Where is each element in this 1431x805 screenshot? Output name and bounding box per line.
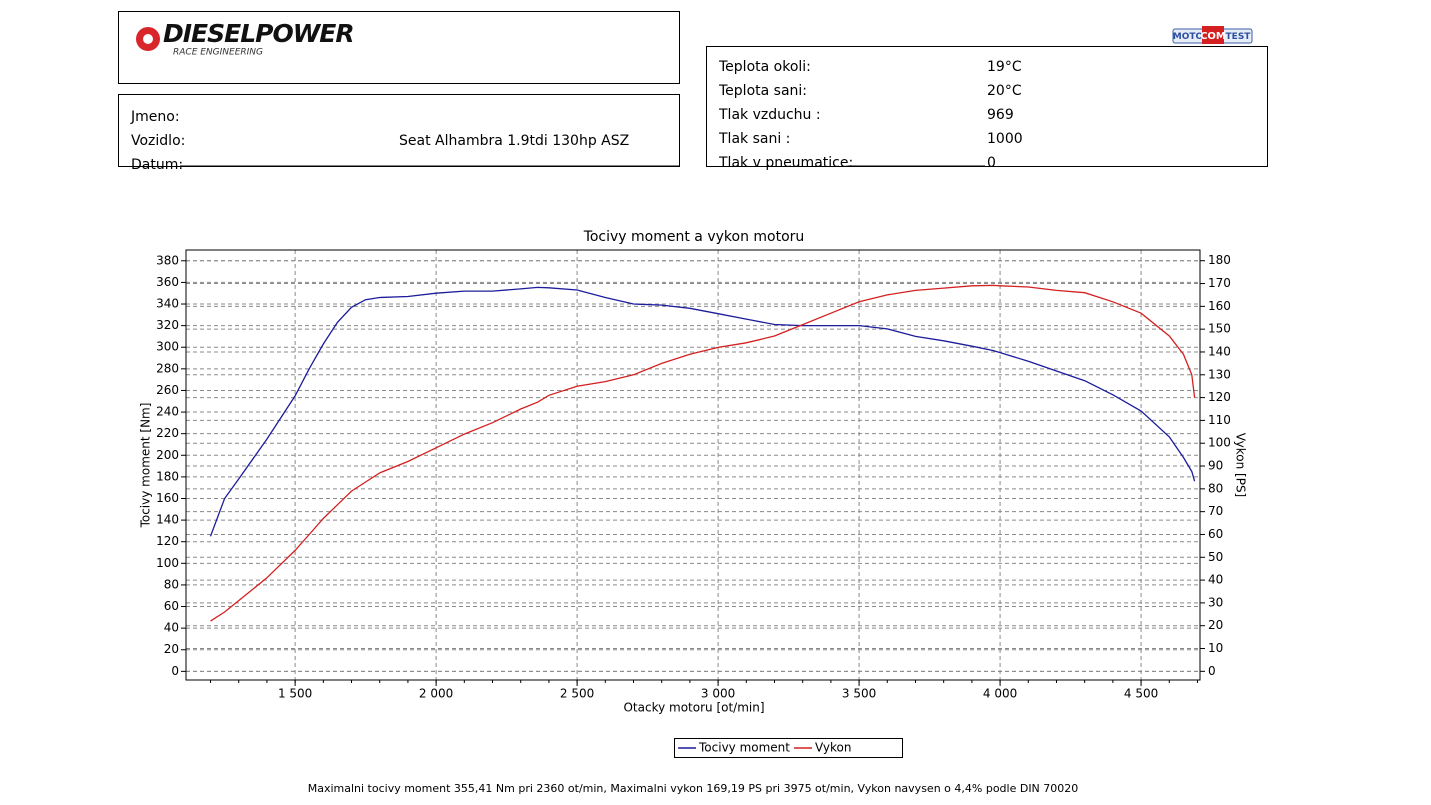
- info-value: Seat Alhambra 1.9tdi 130hp ASZ: [399, 133, 629, 149]
- y-tick-label: 0: [171, 664, 179, 678]
- y-tick-label: 120: [156, 534, 179, 548]
- brand-part: COM: [1200, 31, 1226, 42]
- chart: Tocivy moment a vykon motoru020406080100…: [139, 229, 1248, 795]
- y2-tick-label: 160: [1208, 299, 1231, 313]
- x-tick-label: 2 500: [560, 687, 594, 701]
- y-tick-label: 160: [156, 491, 179, 505]
- y-tick-label: 300: [156, 340, 179, 354]
- info-value: 19°C: [987, 59, 1022, 75]
- legend-box: [674, 738, 903, 758]
- y2-axis-label: Vykon [PS]: [1234, 433, 1248, 498]
- info-label: Datum:: [131, 157, 183, 173]
- info-label: Tlak sani :: [718, 131, 790, 147]
- y-axis-label: Tocivy moment [Nm]: [139, 403, 153, 529]
- x-tick-label: 3 000: [701, 687, 735, 701]
- y2-tick-label: 110: [1208, 413, 1231, 427]
- legend-label: Vykon: [815, 741, 851, 755]
- y2-tick-label: 60: [1208, 527, 1223, 541]
- info-value: 20°C: [987, 83, 1022, 99]
- x-tick-label: 4 000: [983, 687, 1017, 701]
- series-line: [209, 286, 1196, 537]
- info-rows: Jmeno: Vozidlo: Seat Alhambra 1.9tdi 130hp…: [130, 59, 1023, 173]
- y2-tick-label: 80: [1208, 481, 1223, 495]
- y2-tick-label: 10: [1208, 641, 1223, 655]
- info-value: 1000: [987, 131, 1023, 147]
- y2-tick-label: 130: [1208, 367, 1231, 381]
- y-tick-label: 80: [164, 577, 179, 591]
- x-axis-label: Otacky motoru [ot/min]: [623, 701, 764, 715]
- y2-tick-label: 0: [1208, 664, 1216, 678]
- chart-title: Tocivy moment a vykon motoru: [583, 229, 805, 245]
- info-label: Tlak vzduchu :: [718, 107, 821, 123]
- y-tick-label: 140: [156, 513, 179, 527]
- y-tick-label: 380: [156, 253, 179, 267]
- y2-tick-label: 180: [1208, 253, 1231, 267]
- info-label: Vozidlo:: [131, 133, 185, 149]
- y-tick-label: 340: [156, 297, 179, 311]
- x-tick-label: 3 500: [842, 687, 876, 701]
- y2-tick-label: 30: [1208, 595, 1223, 609]
- x-tick-label: 2 000: [419, 687, 453, 701]
- logo-text: DIESELPOWER: [163, 19, 354, 48]
- logo-icon-center: [143, 34, 153, 44]
- info-box-right: [706, 46, 1268, 167]
- y2-tick-label: 140: [1208, 344, 1231, 358]
- y-tick-label: 260: [156, 383, 179, 397]
- y-tick-label: 100: [156, 556, 179, 570]
- series-line: [210, 284, 1196, 622]
- y2-tick-label: 120: [1208, 390, 1231, 404]
- y2-tick-label: 100: [1208, 436, 1231, 450]
- y-tick-label: 320: [156, 318, 179, 332]
- y-tick-label: 60: [164, 599, 179, 613]
- logo-box: [118, 11, 680, 84]
- x-tick-label: 4 500: [1124, 687, 1158, 701]
- info-label: Tlak v pneumatice:: [718, 155, 853, 171]
- x-tick-label: 1 500: [278, 687, 312, 701]
- y-tick-label: 360: [156, 275, 179, 289]
- y2-tick-label: 20: [1208, 618, 1223, 632]
- info-value: 0: [987, 155, 996, 171]
- info-label: Jmeno:: [130, 109, 180, 125]
- y-tick-label: 180: [156, 469, 179, 483]
- y2-tick-label: 50: [1208, 550, 1223, 564]
- info-label: Teplota sani:: [718, 83, 807, 99]
- brand-part: TEST: [1226, 32, 1252, 42]
- y-tick-label: 20: [164, 642, 179, 656]
- y-tick-label: 280: [156, 361, 179, 375]
- y2-tick-label: 170: [1208, 276, 1231, 290]
- y2-tick-label: 150: [1208, 322, 1231, 336]
- legend-label: Tocivy moment: [698, 741, 790, 755]
- brand-highlight: [1202, 26, 1224, 44]
- logo-subtext: RACE ENGINEERING: [173, 48, 263, 58]
- y2-tick-label: 40: [1208, 573, 1223, 587]
- footnote: Maximalni tocivy moment 355,41 Nm pri 23…: [308, 782, 1079, 795]
- info-value: 969: [987, 107, 1014, 123]
- y2-tick-label: 70: [1208, 504, 1223, 518]
- brand-part: MOTO: [1173, 32, 1204, 42]
- y2-tick-label: 90: [1208, 459, 1223, 473]
- y-tick-label: 200: [156, 448, 179, 462]
- info-label: Teplota okoli:: [718, 59, 811, 75]
- y-tick-label: 40: [164, 621, 179, 635]
- plot-frame: [185, 249, 1201, 681]
- y-tick-label: 220: [156, 426, 179, 440]
- info-box-left: [118, 94, 680, 167]
- y-tick-label: 240: [156, 405, 179, 419]
